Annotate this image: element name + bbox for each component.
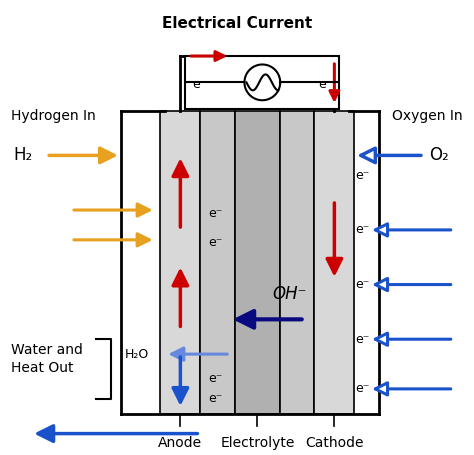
Text: e⁻: e⁻ bbox=[355, 382, 369, 395]
Text: e⁻: e⁻ bbox=[355, 278, 369, 291]
Bar bbox=[235, 111, 280, 414]
Bar bbox=[200, 111, 235, 414]
Text: H₂: H₂ bbox=[13, 147, 33, 164]
Text: e⁻: e⁻ bbox=[208, 207, 222, 219]
Text: e⁻: e⁻ bbox=[208, 392, 222, 405]
Bar bbox=[315, 111, 354, 414]
Text: Water and
Heat Out: Water and Heat Out bbox=[11, 343, 83, 375]
Text: e⁻: e⁻ bbox=[318, 78, 333, 91]
Text: H₂O: H₂O bbox=[124, 348, 148, 361]
Text: e⁻: e⁻ bbox=[355, 333, 369, 346]
Bar bbox=[185, 56, 339, 109]
Text: Hydrogen In: Hydrogen In bbox=[11, 109, 96, 123]
Text: Electrical Current: Electrical Current bbox=[162, 16, 312, 31]
Text: OH⁻: OH⁻ bbox=[273, 285, 307, 303]
Text: e⁻: e⁻ bbox=[192, 78, 207, 91]
Text: Electrolyte: Electrolyte bbox=[220, 435, 294, 450]
Text: e⁻: e⁻ bbox=[355, 223, 369, 237]
Text: O₂: O₂ bbox=[429, 147, 448, 164]
Bar bbox=[161, 111, 200, 414]
Bar bbox=[280, 111, 315, 414]
Text: e⁻: e⁻ bbox=[355, 169, 369, 182]
Text: Anode: Anode bbox=[158, 435, 202, 450]
Text: e⁻: e⁻ bbox=[208, 236, 222, 249]
Text: e⁻: e⁻ bbox=[208, 373, 222, 385]
Text: Oxygen In: Oxygen In bbox=[392, 109, 463, 123]
Text: Cathode: Cathode bbox=[305, 435, 364, 450]
